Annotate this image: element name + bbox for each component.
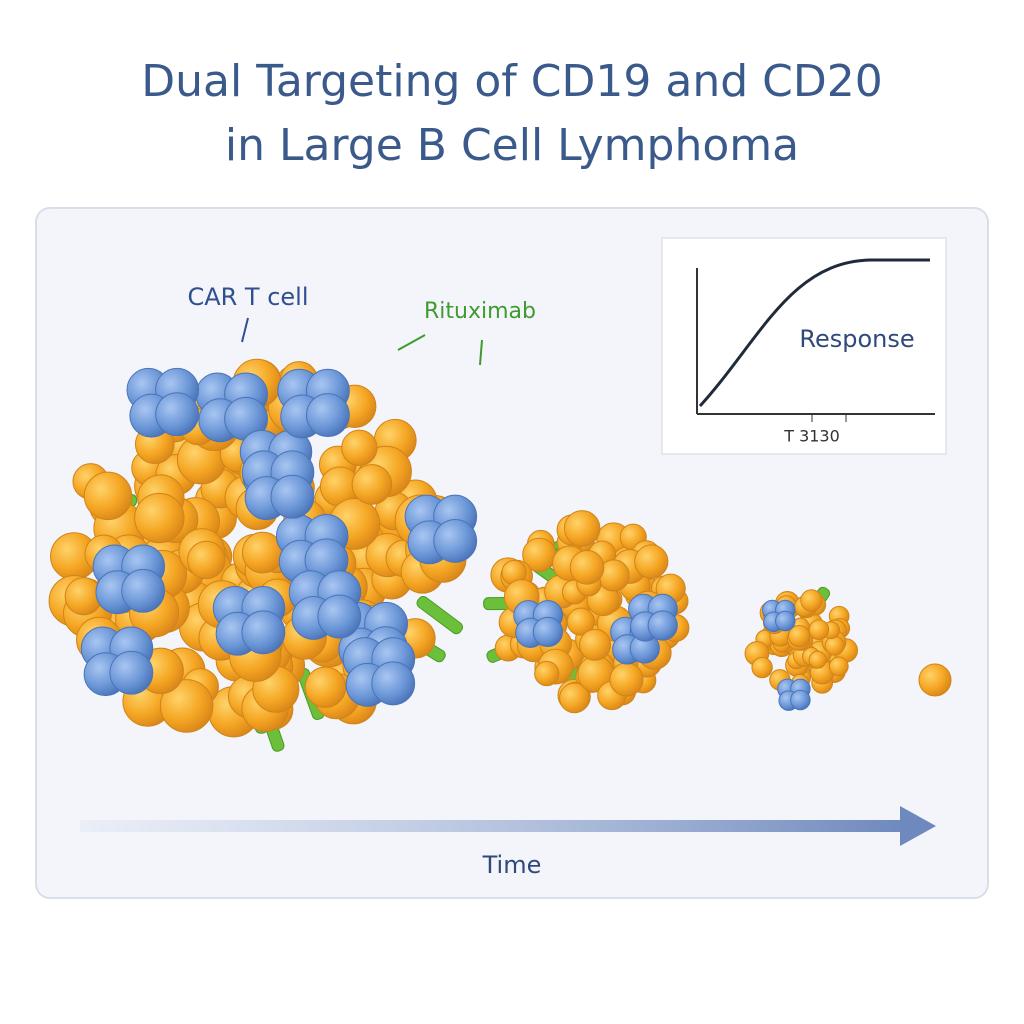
tumor-cell xyxy=(559,682,590,714)
tumor-cell xyxy=(351,464,393,505)
car-t-label: CAR T cell xyxy=(187,283,308,311)
car-t-cell xyxy=(241,610,286,655)
tumor-cell xyxy=(563,510,601,547)
time-label: Time xyxy=(482,851,542,879)
title: Dual Targeting of CD19 and CD20 xyxy=(141,56,882,107)
car-t-cell xyxy=(433,518,478,563)
car-t-cell xyxy=(647,610,678,641)
tumor-cell xyxy=(788,624,811,648)
car-t-cell xyxy=(155,392,200,437)
car-t-cell xyxy=(305,393,350,437)
tumor-cell xyxy=(824,635,845,656)
tumor-cell xyxy=(918,663,952,697)
car-t-cell xyxy=(371,661,416,706)
tumor-cell xyxy=(808,619,830,640)
pointer xyxy=(241,317,249,343)
inset-x-label: T 3130 xyxy=(783,427,840,446)
tumor-cell xyxy=(134,492,185,544)
rituximab xyxy=(416,596,463,635)
car-t-cell xyxy=(317,594,362,639)
time-arrow xyxy=(80,820,905,832)
car-t-cell xyxy=(790,689,811,711)
tumor-cell xyxy=(534,660,560,687)
pointer xyxy=(397,334,483,366)
tumor-cell xyxy=(609,662,644,697)
inset-frame xyxy=(661,237,947,455)
car-t-cell xyxy=(109,650,154,695)
tumor-cell xyxy=(341,429,378,466)
time-arrow-head xyxy=(900,806,936,846)
tumor-cell xyxy=(304,666,347,708)
tumor-cell xyxy=(83,471,133,521)
tumor-cell xyxy=(751,656,773,679)
car-t-cell xyxy=(121,568,166,613)
car-t-cell xyxy=(532,616,564,648)
tumor-cell xyxy=(569,550,605,585)
car-t-cell xyxy=(270,474,315,519)
response-curve xyxy=(698,258,930,408)
curve-label: Response xyxy=(799,325,914,353)
tumor-cell xyxy=(566,607,595,636)
tumor-cell xyxy=(808,650,827,669)
car-t-cell xyxy=(775,610,796,632)
rituximab-label: Rituximab xyxy=(424,299,536,324)
response-inset: Response T 3130 xyxy=(661,237,947,455)
title: in Large B Cell Lymphoma xyxy=(225,120,799,171)
tumor-cell xyxy=(800,589,823,612)
tumor-cell xyxy=(159,679,214,733)
tumor-cell xyxy=(828,656,849,677)
tumor-illustration xyxy=(48,358,952,752)
tumor-cell xyxy=(187,540,226,580)
tumor-cell xyxy=(579,628,612,661)
tumor-cell xyxy=(634,544,669,579)
